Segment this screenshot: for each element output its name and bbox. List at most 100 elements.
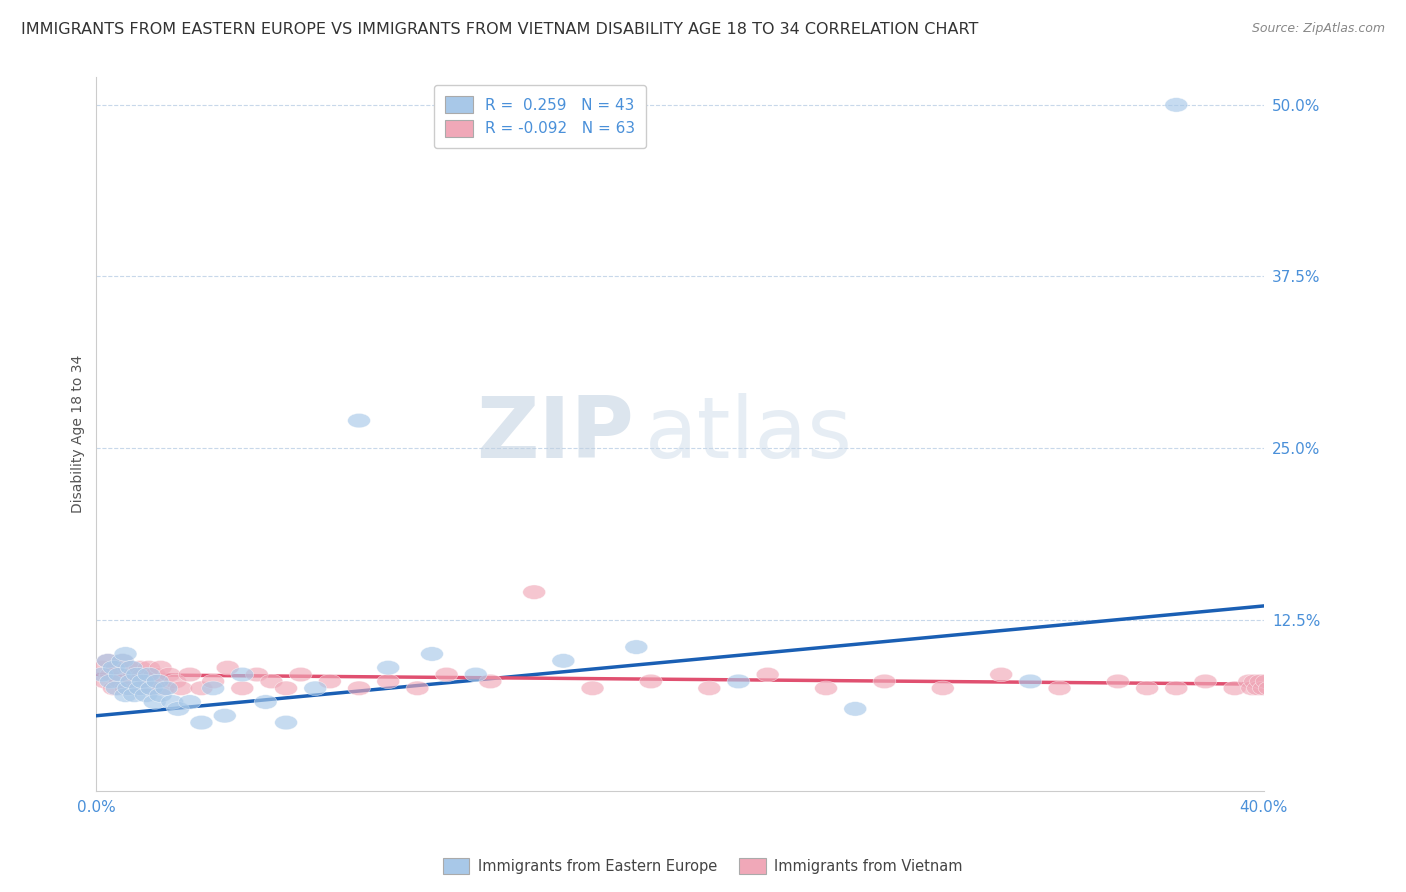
Text: Source: ZipAtlas.com: Source: ZipAtlas.com	[1251, 22, 1385, 36]
Ellipse shape	[420, 647, 443, 661]
Ellipse shape	[1244, 674, 1267, 689]
Ellipse shape	[1107, 674, 1129, 689]
Ellipse shape	[100, 674, 122, 689]
Ellipse shape	[727, 674, 749, 689]
Ellipse shape	[111, 654, 134, 668]
Ellipse shape	[1194, 674, 1218, 689]
Ellipse shape	[122, 667, 146, 681]
Ellipse shape	[105, 681, 128, 696]
Ellipse shape	[318, 674, 342, 689]
Ellipse shape	[1019, 674, 1042, 689]
Ellipse shape	[97, 654, 120, 668]
Ellipse shape	[479, 674, 502, 689]
Ellipse shape	[1166, 97, 1188, 112]
Ellipse shape	[1258, 681, 1281, 696]
Ellipse shape	[146, 674, 169, 689]
Ellipse shape	[274, 715, 298, 730]
Ellipse shape	[117, 681, 139, 696]
Ellipse shape	[97, 654, 120, 668]
Ellipse shape	[120, 660, 143, 675]
Ellipse shape	[114, 647, 136, 661]
Ellipse shape	[122, 688, 146, 702]
Ellipse shape	[108, 674, 131, 689]
Ellipse shape	[108, 667, 131, 681]
Ellipse shape	[254, 695, 277, 709]
Ellipse shape	[814, 681, 838, 696]
Ellipse shape	[873, 674, 896, 689]
Ellipse shape	[844, 702, 866, 716]
Ellipse shape	[117, 660, 139, 675]
Ellipse shape	[347, 413, 370, 428]
Ellipse shape	[179, 667, 201, 681]
Ellipse shape	[260, 674, 283, 689]
Ellipse shape	[553, 654, 575, 668]
Ellipse shape	[111, 654, 134, 668]
Ellipse shape	[377, 660, 399, 675]
Ellipse shape	[167, 702, 190, 716]
Ellipse shape	[146, 674, 169, 689]
Ellipse shape	[149, 660, 172, 675]
Ellipse shape	[464, 667, 488, 681]
Ellipse shape	[132, 667, 155, 681]
Ellipse shape	[135, 688, 157, 702]
Ellipse shape	[100, 667, 122, 681]
Ellipse shape	[1047, 681, 1071, 696]
Ellipse shape	[274, 681, 298, 696]
Ellipse shape	[1166, 681, 1188, 696]
Ellipse shape	[129, 681, 152, 696]
Ellipse shape	[990, 667, 1012, 681]
Ellipse shape	[179, 695, 201, 709]
Ellipse shape	[129, 660, 152, 675]
Ellipse shape	[756, 667, 779, 681]
Legend: Immigrants from Eastern Europe, Immigrants from Vietnam: Immigrants from Eastern Europe, Immigran…	[437, 852, 969, 880]
Ellipse shape	[1237, 674, 1261, 689]
Ellipse shape	[523, 585, 546, 599]
Ellipse shape	[125, 681, 149, 696]
Ellipse shape	[697, 681, 721, 696]
Ellipse shape	[201, 681, 225, 696]
Ellipse shape	[290, 667, 312, 681]
Ellipse shape	[152, 681, 174, 696]
Ellipse shape	[163, 674, 187, 689]
Ellipse shape	[170, 681, 193, 696]
Ellipse shape	[94, 674, 117, 689]
Ellipse shape	[1256, 674, 1278, 689]
Ellipse shape	[217, 660, 239, 675]
Ellipse shape	[138, 660, 160, 675]
Ellipse shape	[114, 681, 136, 696]
Ellipse shape	[105, 660, 128, 675]
Ellipse shape	[347, 681, 370, 696]
Ellipse shape	[436, 667, 458, 681]
Ellipse shape	[1136, 681, 1159, 696]
Ellipse shape	[406, 681, 429, 696]
Ellipse shape	[1223, 681, 1246, 696]
Ellipse shape	[138, 667, 160, 681]
Ellipse shape	[160, 695, 184, 709]
Ellipse shape	[132, 674, 155, 689]
Ellipse shape	[103, 660, 125, 675]
Ellipse shape	[1247, 681, 1270, 696]
Ellipse shape	[135, 674, 157, 689]
Ellipse shape	[640, 674, 662, 689]
Ellipse shape	[120, 674, 143, 689]
Ellipse shape	[143, 695, 166, 709]
Ellipse shape	[125, 667, 149, 681]
Ellipse shape	[304, 681, 326, 696]
Ellipse shape	[931, 681, 955, 696]
Ellipse shape	[91, 667, 114, 681]
Text: ZIP: ZIP	[475, 392, 634, 475]
Ellipse shape	[246, 667, 269, 681]
Legend: R =  0.259   N = 43, R = -0.092   N = 63: R = 0.259 N = 43, R = -0.092 N = 63	[434, 85, 645, 148]
Ellipse shape	[1253, 681, 1275, 696]
Text: atlas: atlas	[645, 392, 853, 475]
Ellipse shape	[120, 674, 143, 689]
Ellipse shape	[231, 681, 253, 696]
Ellipse shape	[201, 674, 225, 689]
Ellipse shape	[231, 667, 253, 681]
Text: IMMIGRANTS FROM EASTERN EUROPE VS IMMIGRANTS FROM VIETNAM DISABILITY AGE 18 TO 3: IMMIGRANTS FROM EASTERN EUROPE VS IMMIGR…	[21, 22, 979, 37]
Ellipse shape	[190, 715, 212, 730]
Ellipse shape	[377, 674, 399, 689]
Ellipse shape	[624, 640, 648, 655]
Ellipse shape	[91, 660, 114, 675]
Ellipse shape	[141, 681, 163, 696]
